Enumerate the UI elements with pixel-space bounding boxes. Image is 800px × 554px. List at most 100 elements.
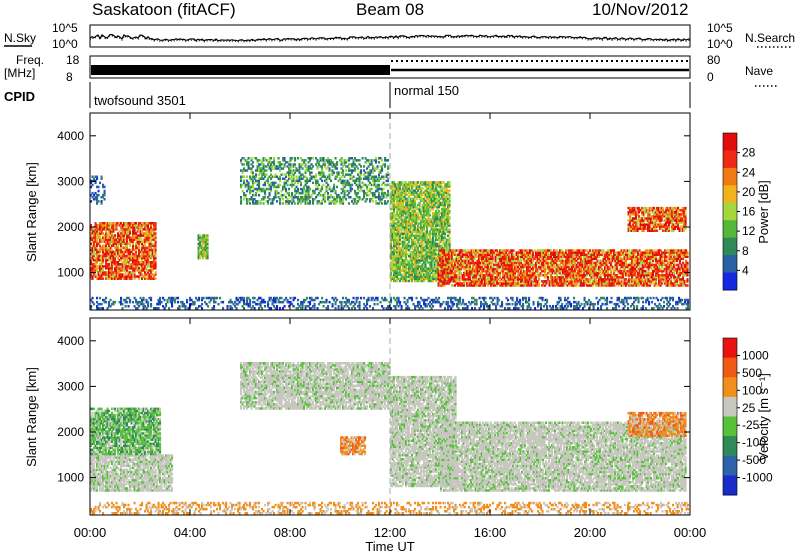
echo-cell [433,195,436,198]
echo-cell [343,181,346,185]
echo-cell [294,169,297,172]
echo-cell [315,173,318,176]
echo-cell [313,175,316,178]
echo-cell [123,275,126,278]
echo-cell [298,191,301,195]
echo-cell [379,165,382,168]
echo-cell [514,265,517,269]
echo-cell [559,278,562,281]
echo-cell [200,252,203,256]
echo-cell [458,271,461,275]
echo-cell [533,274,536,277]
echo-cell [132,267,135,270]
echo-cell [393,207,396,211]
echo-cell [436,183,439,186]
echo-cell [490,267,493,271]
echo-cell [324,198,327,201]
echo-cell [100,267,103,270]
echo-cell [426,238,429,242]
echo-cell [100,230,103,233]
echo-cell [529,255,532,258]
echo-cell [330,202,333,205]
echo-cell [277,167,280,170]
echo-cell [394,255,397,258]
echo-cell [142,256,145,260]
echo-cell [448,189,451,192]
echo-cell [464,249,467,252]
echo-cell [321,169,324,172]
echo-cell [565,269,568,273]
echo-cell [420,199,423,203]
echo-cell [411,199,414,203]
echo-cell [297,189,300,193]
echo-cell [130,224,133,227]
echo-cell [417,248,420,252]
echo-cell [202,246,205,250]
echo-cell [265,200,268,203]
echo-cell [402,220,405,223]
echo-cell [490,284,493,287]
echo-cell [121,228,124,231]
echo-cell [497,253,500,256]
echo-cell [424,248,427,252]
echo-cell [442,276,445,279]
echo-cell [445,238,448,242]
echo-cell [400,230,403,233]
echo-cell [506,259,509,263]
echo-cell [505,274,508,277]
echo-cell [554,253,557,256]
echo-cell [118,277,121,280]
echo-cell [93,236,96,239]
echo-cell [430,255,433,258]
echo-cell [324,161,327,164]
echo-cell [372,171,375,174]
echo-cell [90,252,93,256]
echo-cell [382,181,385,185]
echo-cell [112,261,115,264]
echo-cell [437,269,440,273]
echo-cell [96,228,99,231]
echo-cell [496,251,499,254]
echo-cell [403,189,406,192]
echo-cell [494,255,497,258]
echo-cell [405,212,408,215]
echo-cell [478,261,481,265]
echo-cell [542,251,545,254]
echo-cell [400,226,403,229]
echo-cell [414,230,417,233]
echo-cell [426,214,429,217]
echo-cell [442,199,445,203]
echo-cell [448,269,451,273]
echo-cell [479,282,482,285]
echo-cell [454,284,457,287]
echo-cell [91,248,94,252]
echo-cell [203,236,206,239]
echo-cell [139,236,142,239]
echo-cell [448,232,451,235]
echo-cell [91,236,94,239]
echo-cell [121,254,124,258]
echo-cell [360,177,363,180]
echo-cell [438,238,441,242]
echo-cell [442,240,445,244]
echo-cell [448,228,451,231]
echo-cell [463,271,466,275]
echo-cell [333,171,336,174]
echo-cell [322,173,325,176]
echo-cell [452,284,455,287]
echo-cell [391,224,394,227]
cpid-mode-2: normal 150 [394,83,459,98]
echo-cell [93,263,96,266]
echo-cell [206,240,209,243]
echo-cell [458,249,461,252]
echo-cell [438,181,441,184]
echo-cell [482,259,485,263]
echo-cell [440,284,443,287]
echo-cell [399,203,402,207]
echo-cell [351,165,354,168]
echo-cell [144,240,147,243]
echo-cell [126,244,129,248]
echo-cell [379,200,382,203]
echo-cell [506,274,509,277]
echo-cell [126,246,129,250]
